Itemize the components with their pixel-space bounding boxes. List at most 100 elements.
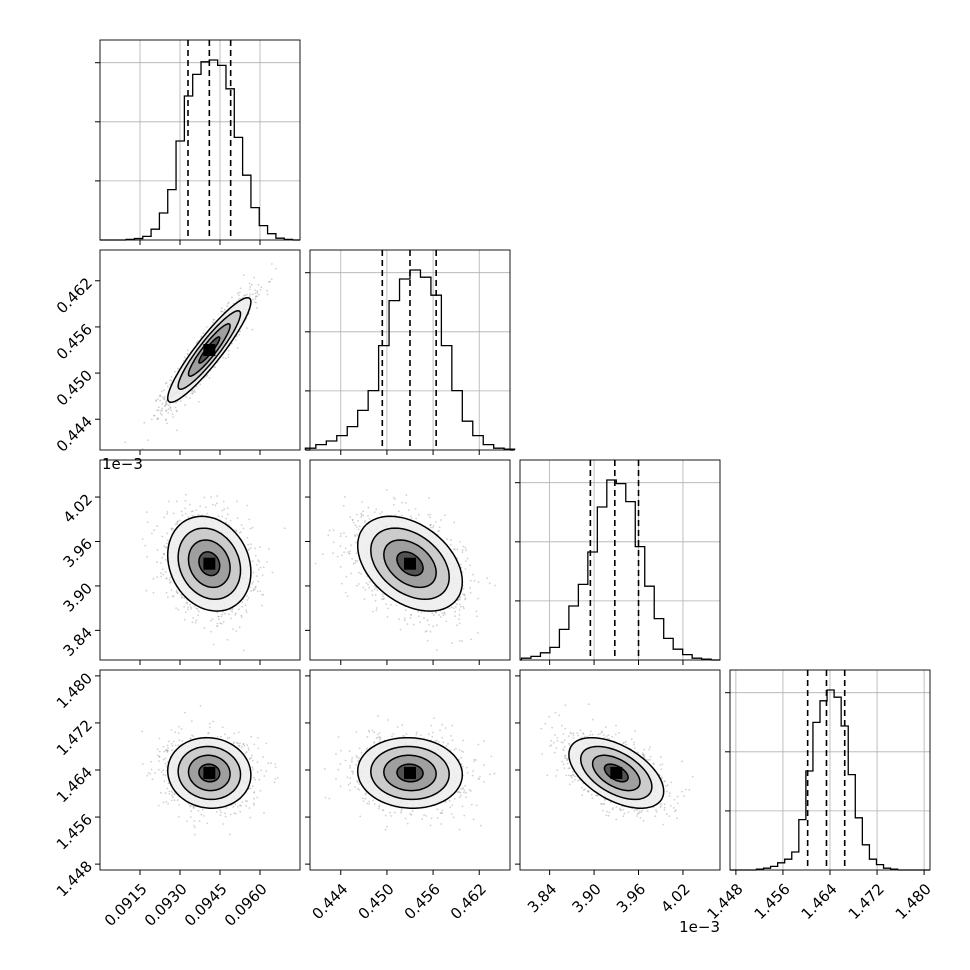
scatter-point — [251, 583, 253, 585]
scatter-point — [376, 607, 378, 609]
scatter-point — [262, 566, 265, 569]
scatter-point — [435, 611, 437, 614]
scatter-point — [222, 500, 225, 503]
scatter-point — [160, 413, 163, 416]
scatter-point — [348, 552, 350, 555]
scatter-point — [172, 527, 174, 530]
scatter-point — [246, 536, 249, 539]
scatter-point — [374, 599, 377, 602]
scatter-point — [438, 530, 441, 532]
scatter-point — [243, 294, 245, 297]
scatter-point — [266, 289, 268, 292]
scatter-point — [175, 401, 177, 404]
scatter-point — [227, 302, 229, 305]
scatter-point — [166, 511, 169, 513]
scatter-point — [161, 407, 164, 410]
scatter-point — [431, 612, 434, 615]
scatter-point — [449, 543, 452, 546]
scatter-point — [423, 617, 425, 620]
scatter-point — [351, 518, 354, 521]
scatter-point — [461, 551, 464, 554]
scatter-point — [227, 353, 230, 356]
scatter-point — [258, 293, 260, 296]
scatter-point — [420, 611, 423, 614]
scatter-point — [259, 590, 262, 592]
scatter-point — [362, 586, 365, 589]
scatter-point — [433, 614, 435, 617]
scatter-point — [438, 614, 440, 616]
scatter-point — [161, 535, 164, 538]
hist-panel-0 — [95, 39, 301, 245]
scatter-point — [345, 535, 348, 538]
scatter-point — [210, 630, 213, 633]
scatter-point — [392, 503, 395, 506]
scatter-point — [165, 381, 168, 384]
scatter-point — [357, 583, 360, 585]
scatter-point — [247, 597, 250, 599]
scatter-point — [169, 576, 172, 579]
scatter-point — [255, 295, 257, 297]
scatter-point — [156, 409, 158, 412]
panel-content-1-0 — [124, 263, 277, 450]
scatter-point — [184, 512, 187, 515]
scatter-point — [379, 512, 382, 515]
scatter-point — [165, 577, 168, 580]
scatter-point — [190, 510, 193, 513]
scatter-point — [486, 577, 489, 579]
contour-2-0-0 — [198, 551, 221, 577]
scatter-point — [256, 295, 259, 298]
scatter-point — [429, 524, 432, 526]
scatter-point — [170, 729, 173, 731]
scatter-point — [244, 604, 247, 607]
scatter-point — [257, 568, 260, 571]
scatter-point — [146, 439, 149, 441]
scatter-point — [235, 339, 237, 341]
scatter-point — [157, 398, 159, 400]
scatter-point — [475, 610, 478, 613]
scatter-point — [382, 595, 384, 598]
scatter-point — [410, 614, 412, 616]
scatter-point — [477, 581, 480, 583]
scatter-point — [175, 607, 178, 609]
scatter-point — [235, 630, 238, 632]
scatter-point — [350, 572, 353, 575]
scatter-point — [463, 607, 465, 610]
scatter-point — [161, 568, 164, 570]
scatter-point — [352, 562, 355, 565]
scatter-point — [213, 366, 215, 369]
scatter-point — [165, 401, 168, 404]
scatter-point — [399, 628, 402, 631]
scatter-point — [339, 545, 342, 548]
scatter-point — [462, 593, 465, 596]
scatter-point — [349, 516, 352, 519]
scatter-point — [250, 543, 252, 546]
scatter-point — [156, 576, 159, 578]
scatter-point — [414, 507, 417, 510]
panel-frame-2-1 — [309, 459, 511, 661]
scatter-point — [194, 621, 197, 624]
scatter-point — [174, 406, 177, 409]
scatter-point — [355, 552, 358, 555]
scatter-point — [238, 608, 240, 611]
scatter-point — [170, 527, 173, 530]
scatter-point — [261, 604, 263, 607]
scatter-point — [193, 389, 196, 391]
panel-content-3-0 — [141, 705, 279, 836]
scatter-point — [332, 541, 335, 544]
scatter-point — [401, 514, 403, 517]
panel-content-2-0 — [141, 493, 286, 652]
scatter-point — [169, 406, 172, 409]
scatter-point — [247, 549, 250, 552]
scatter-point — [205, 375, 208, 378]
scatter-point — [189, 603, 191, 606]
scatter-point — [160, 791, 162, 794]
scatter-point — [175, 409, 178, 412]
scatter-point — [259, 289, 262, 291]
scatter-point — [222, 356, 225, 359]
scatter-point — [356, 513, 358, 516]
scatter-point — [187, 606, 190, 608]
scatter-point — [176, 592, 179, 595]
scatter-point — [398, 618, 400, 621]
scatter-point — [235, 530, 238, 533]
scatter-point — [141, 448, 144, 450]
